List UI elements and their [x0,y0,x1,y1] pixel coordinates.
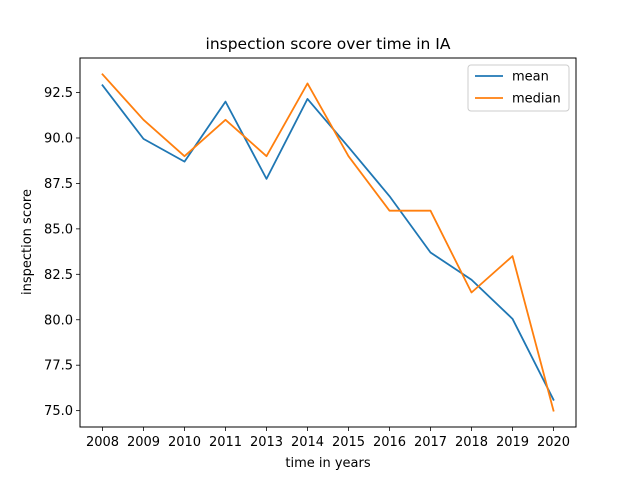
x-axis-title: time in years [285,456,370,471]
x-axis: 2008 2009 2010 2011 2013 2014 2015 2016 2017 2018… [86,427,570,450]
x-tick-label: 2013 [250,435,283,450]
legend-label-mean: mean [512,70,549,85]
y-tick-label: 85.0 [44,222,73,237]
x-tick-label: 2009 [127,435,160,450]
y-tick-label: 92.5 [44,86,73,101]
x-tick-label: 2017 [414,435,447,450]
chart-title: inspection score over time in IA [206,35,451,53]
y-axis-title: inspection score [20,189,35,295]
y-tick-label: 87.5 [44,177,73,192]
x-tick-label: 2016 [373,435,406,450]
x-tick-label: 2015 [332,435,365,450]
series-line-median [101,73,555,412]
x-tick-label: 2008 [86,435,119,450]
y-tick-label: 75.0 [44,404,73,419]
y-tick-label: 82.5 [44,268,73,283]
legend: mean median [467,64,570,112]
series-layer [101,73,555,412]
y-tick-label: 90.0 [44,131,73,146]
x-tick-label: 2019 [496,435,529,450]
x-tick-label: 2010 [168,435,201,450]
legend-label-median: median [512,92,561,107]
y-tick-label: 80.0 [44,313,73,328]
plot-frame [79,57,577,428]
x-tick-label: 2014 [291,435,324,450]
y-axis: 75.0 77.5 80.0 82.5 85.0 87.5 90.0 92.5 [44,86,80,419]
x-tick-label: 2020 [537,435,570,450]
x-tick-label: 2011 [209,435,242,450]
y-tick-label: 77.5 [44,359,73,374]
x-tick-label: 2018 [455,435,488,450]
